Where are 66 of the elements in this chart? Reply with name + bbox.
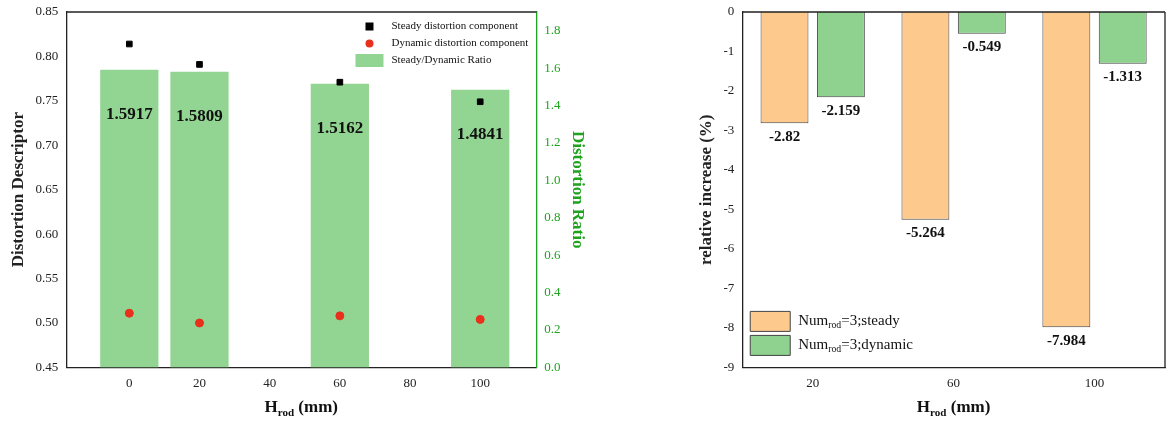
y-tick-label: -5 bbox=[723, 200, 735, 216]
data-label: 1.5917 bbox=[105, 103, 154, 123]
x-tick-label: 100 bbox=[470, 374, 490, 390]
y-tick-label: 0.80 bbox=[35, 47, 59, 63]
y-tick-label: 0.60 bbox=[35, 225, 59, 241]
y2-tick-label: 0.2 bbox=[544, 321, 561, 337]
x-tick-label: 100 bbox=[1084, 374, 1105, 390]
data-label: -0.549 bbox=[962, 38, 1002, 55]
bar bbox=[170, 71, 229, 368]
y2-tick-label: 1.4 bbox=[544, 96, 562, 112]
data-label: 1.5809 bbox=[176, 105, 223, 125]
legend-label: Dynamic distortion component bbox=[391, 36, 529, 49]
y2-tick-label: 1.2 bbox=[544, 134, 561, 150]
y-tick-label: 0.55 bbox=[35, 269, 59, 285]
y-tick-label: -4 bbox=[723, 161, 735, 177]
x-tick-label: 60 bbox=[333, 374, 347, 390]
data-label: 1.5162 bbox=[316, 117, 364, 137]
bar bbox=[310, 83, 369, 368]
point bbox=[125, 40, 133, 48]
y-tick-label: -1 bbox=[723, 42, 735, 58]
y-tick-label: -7 bbox=[723, 279, 735, 295]
data-label: 1.4841 bbox=[456, 123, 504, 143]
y2-tick-label: 0.0 bbox=[544, 358, 561, 374]
point bbox=[336, 78, 344, 86]
data-label: -1.313 bbox=[1103, 68, 1143, 85]
y-tick-label: 0.85 bbox=[35, 3, 59, 19]
y-tick-label: -6 bbox=[723, 240, 735, 256]
y2-axis-title: Distortion Ratio bbox=[569, 130, 589, 249]
y2-tick-label: 0.8 bbox=[544, 209, 561, 225]
point bbox=[124, 308, 134, 318]
y-tick-label: -8 bbox=[723, 319, 735, 335]
legend-label: Steady distortion component bbox=[391, 19, 518, 32]
y2-tick-label: 0.6 bbox=[544, 246, 562, 262]
y-tick-label: -2 bbox=[723, 82, 735, 98]
y-tick-label: -3 bbox=[723, 121, 735, 137]
point bbox=[475, 314, 485, 324]
bar bbox=[451, 89, 510, 368]
point bbox=[335, 311, 345, 321]
y2-tick-label: 1.8 bbox=[544, 22, 561, 38]
x-tick-label: 60 bbox=[947, 374, 961, 390]
y2-tick-label: 0.4 bbox=[544, 284, 562, 299]
data-label: -5.264 bbox=[906, 224, 946, 241]
x-tick-label: 40 bbox=[263, 374, 277, 390]
point bbox=[196, 61, 203, 68]
data-label: -2.159 bbox=[821, 101, 861, 118]
y-axis-title: Distortion Descriptor bbox=[7, 111, 27, 268]
x-tick-label: 20 bbox=[192, 374, 206, 390]
y-tick-label: -9 bbox=[723, 358, 735, 374]
y-tick-label: 0.75 bbox=[35, 92, 59, 108]
y-tick-label: 0 bbox=[727, 3, 735, 19]
y-axis-title: relative increase (%) bbox=[695, 114, 715, 265]
legend-label: Steady/Dynamic Ratio bbox=[391, 53, 492, 66]
x-tick-label: 80 bbox=[403, 374, 417, 390]
y-tick-label: 0.50 bbox=[35, 314, 59, 330]
y-tick-label: 0.70 bbox=[35, 136, 59, 152]
y-tick-label: 0.45 bbox=[35, 358, 59, 374]
y-tick-label: 0.65 bbox=[35, 181, 59, 197]
data-label: -7.984 bbox=[1046, 331, 1087, 348]
point bbox=[476, 98, 484, 106]
x-tick-label: 20 bbox=[806, 374, 820, 390]
data-label: -2.82 bbox=[768, 127, 801, 144]
point bbox=[194, 318, 204, 328]
y2-tick-label: 1.0 bbox=[544, 171, 561, 187]
bar bbox=[100, 69, 159, 368]
x-tick-label: 0 bbox=[126, 374, 133, 390]
y2-tick-label: 1.6 bbox=[544, 59, 562, 75]
